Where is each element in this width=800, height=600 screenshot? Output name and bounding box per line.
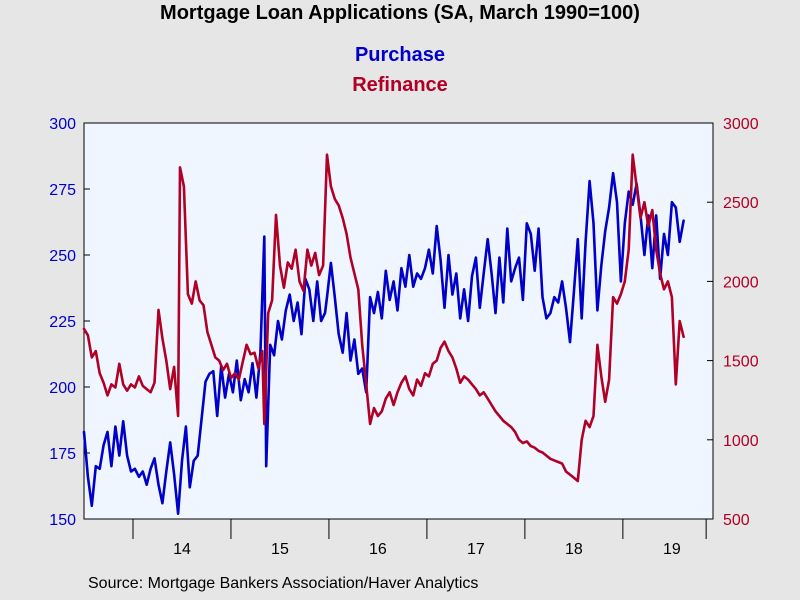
x-tick-label: 15 (271, 541, 289, 558)
left-tick-label: 225 (49, 314, 76, 331)
series-lines (82, 153, 685, 516)
right-tick-label: 2500 (723, 195, 759, 212)
x-axis: 14 15 16 17 18 19 (132, 519, 707, 558)
x-tick-label: 16 (369, 541, 387, 558)
x-tick-label: 19 (663, 541, 681, 558)
right-tick-label: 1500 (723, 354, 759, 371)
right-tick-label: 3000 (723, 116, 759, 133)
x-tick-label: 18 (565, 541, 583, 558)
legend-purchase: Purchase (354, 44, 446, 66)
x-tick-label: 14 (173, 541, 191, 558)
series-line-refinance (82, 153, 685, 483)
right-tick-label: 500 (723, 512, 750, 529)
left-tick-label: 175 (49, 446, 76, 463)
x-tick-label: 17 (467, 541, 485, 558)
series-line-purchase (82, 171, 685, 516)
left-tick-label: 200 (49, 380, 76, 397)
right-tick-label: 2000 (723, 274, 759, 291)
left-tick-label: 250 (49, 248, 76, 265)
chart-title: Mortgage Loan Applications (SA, March 19… (160, 2, 640, 24)
source-note: Source: Mortgage Bankers Association/Hav… (88, 575, 479, 592)
left-tick-label: 300 (49, 116, 76, 133)
legend-refinance: Refinance (352, 74, 448, 96)
left-tick-label: 275 (49, 182, 76, 199)
right-tick-label: 1000 (723, 433, 759, 450)
right-axis: 500 1000 1500 2000 2500 3000 (707, 116, 759, 529)
left-tick-label: 150 (49, 512, 76, 529)
